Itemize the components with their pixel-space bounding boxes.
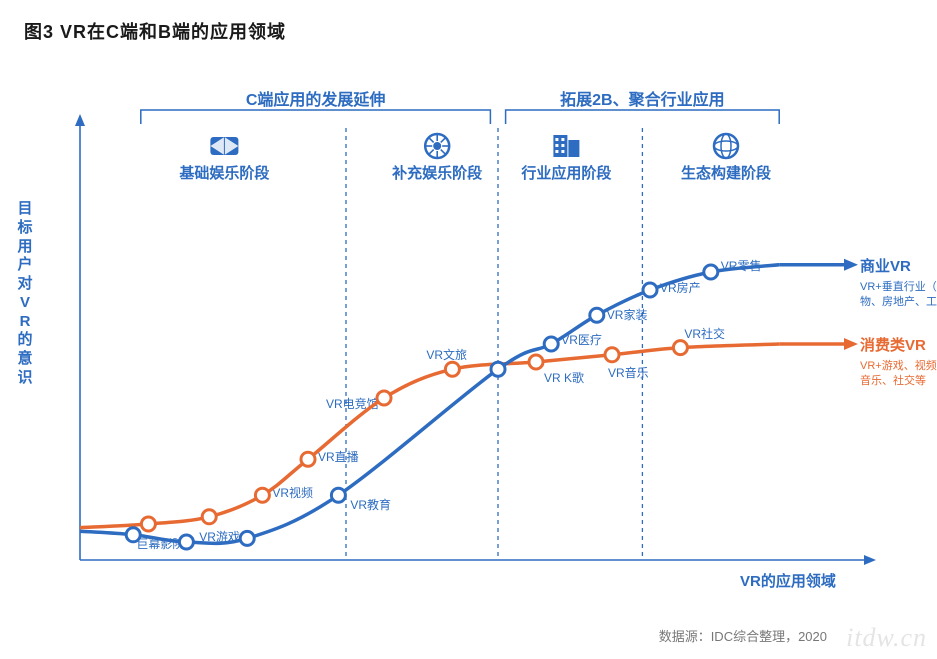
chart-plot bbox=[70, 80, 900, 600]
chart-title: 图3 VR在C端和B端的应用领域 bbox=[24, 18, 286, 44]
data-source: 数据源：IDC综合整理，2020 bbox=[659, 626, 827, 645]
watermark: itdw.cn bbox=[846, 623, 927, 653]
y-axis-label: 目标用户对VR的意识 bbox=[16, 200, 34, 388]
